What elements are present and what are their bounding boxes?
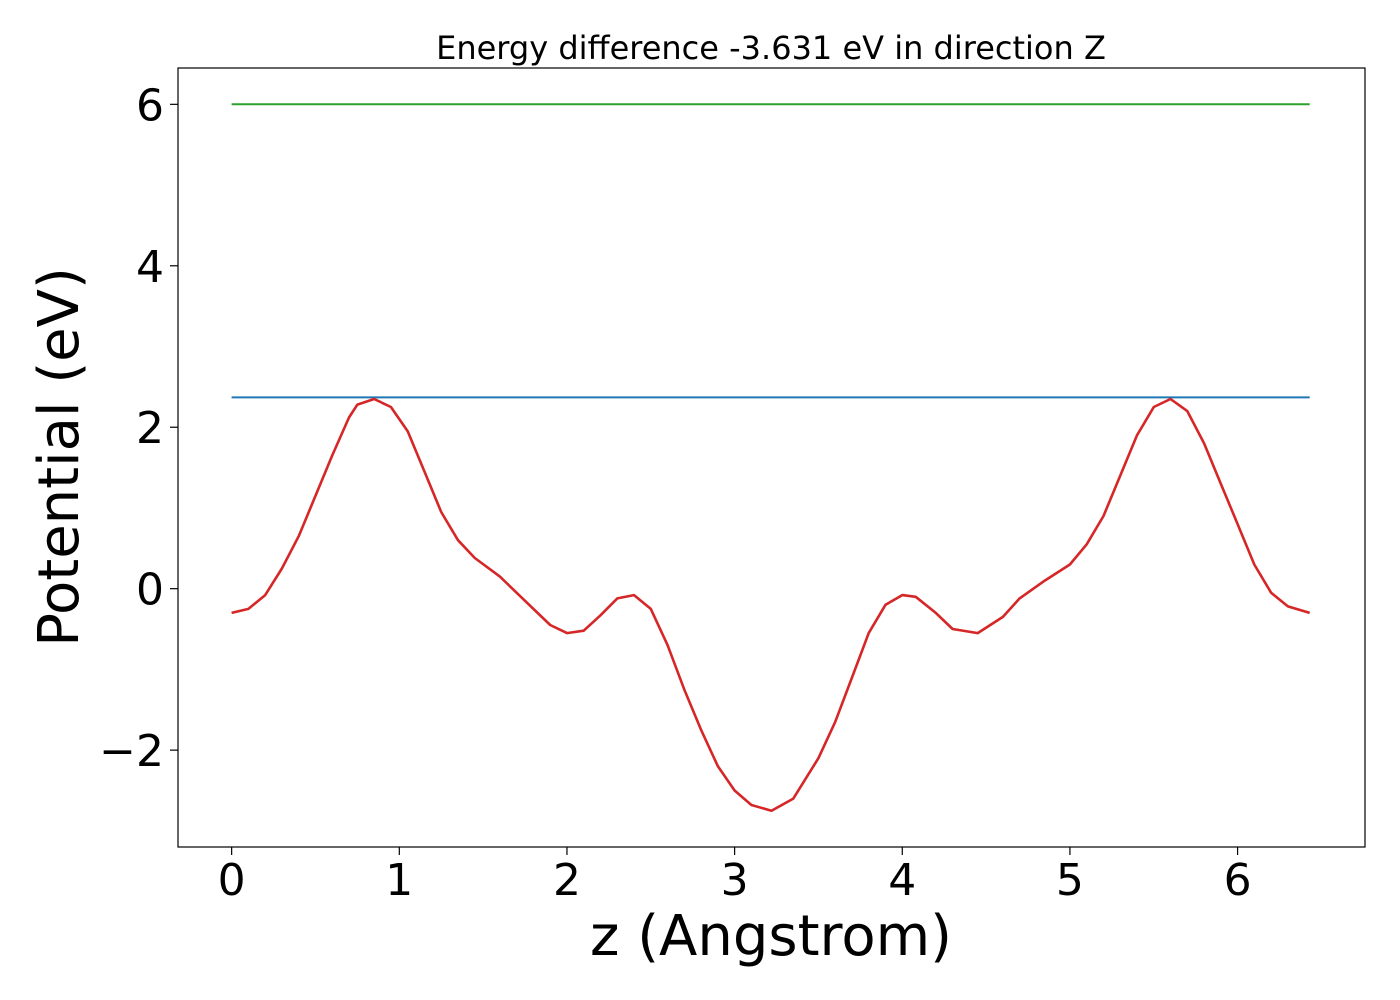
y-axis-label: Potential (eV) [27,267,92,647]
series-layer [231,103,1311,813]
y-tick-label: 0 [136,565,164,616]
y-tick-label: 6 [136,80,164,131]
x-tick-label: 5 [1056,855,1084,906]
x-tick-label: 4 [888,855,916,906]
x-tick-label: 0 [218,855,246,906]
y-tick-label: 4 [136,242,164,293]
y-tick-label: 2 [136,403,164,454]
y-axis-ticks: −2 0 2 4 6 [99,80,178,777]
x-axis-label: z (Angstrom) [590,904,952,969]
red-potential-curve [231,397,1311,813]
chart-title: Energy difference -3.631 eV in direction… [436,29,1106,67]
x-tick-label: 3 [721,855,749,906]
x-tick-label: 2 [553,855,581,906]
x-axis-ticks: 0 1 2 3 4 5 6 [218,847,1252,906]
plot-frame [177,67,1366,848]
x-tick-label: 1 [385,855,413,906]
x-tick-label: 6 [1224,855,1252,906]
y-tick-label: −2 [99,726,164,777]
